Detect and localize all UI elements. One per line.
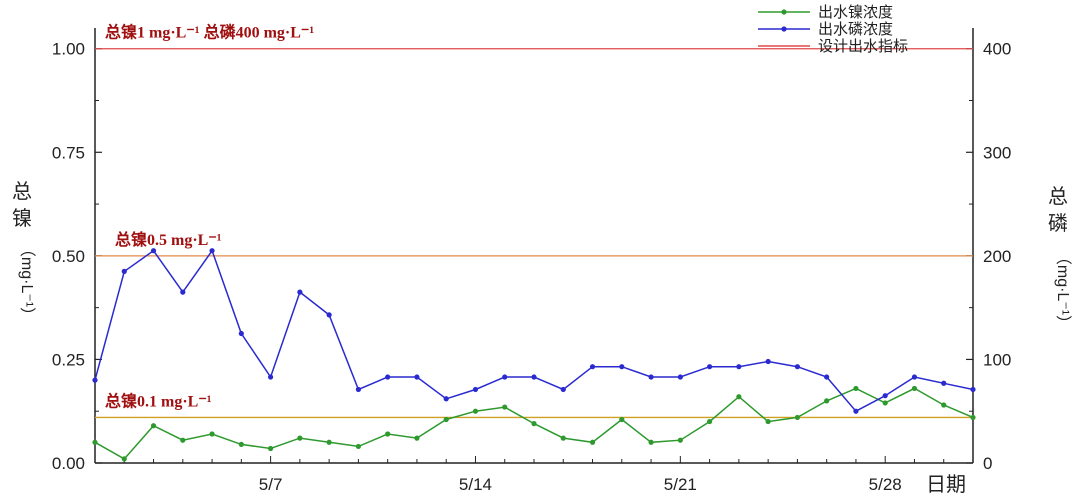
data-point (882, 400, 888, 406)
left-axis-title-char: 镍 (12, 206, 32, 230)
data-point (882, 393, 888, 399)
left-tick-label: 0.25 (52, 350, 85, 369)
data-point (92, 439, 98, 445)
left-tick-label: 0.75 (52, 143, 85, 162)
data-point (326, 439, 332, 445)
left-tick-label: 0.00 (52, 454, 85, 473)
legend-label: 出水镍浓度 (818, 3, 893, 21)
data-point (677, 437, 683, 443)
data-point (150, 248, 157, 254)
data-point (414, 374, 420, 380)
data-point (385, 431, 391, 437)
data-point (677, 374, 683, 380)
data-point (941, 402, 947, 408)
data-point (853, 385, 859, 392)
data-point (180, 289, 186, 295)
data-point (794, 364, 801, 370)
reference-annotation: 总镍0.1 mg·L⁻¹ (105, 391, 212, 410)
data-point (472, 386, 479, 393)
data-point (648, 374, 654, 380)
data-point (443, 416, 449, 423)
x-tick-label: 5/21 (664, 475, 697, 494)
data-point (180, 437, 186, 443)
data-point (209, 431, 215, 437)
x-axis-title: 日期 (926, 472, 966, 496)
data-point (560, 386, 566, 393)
x-tick-label: 5/7 (259, 475, 283, 494)
data-point (92, 377, 98, 383)
data-point (209, 248, 215, 254)
right-tick-label: 0 (983, 454, 992, 473)
reference-lines (95, 48, 973, 419)
data-point (268, 374, 274, 380)
data-point (385, 374, 391, 380)
left-axis-title-char: 总 (12, 179, 32, 203)
right-tick-label: 300 (983, 143, 1011, 162)
data-point (736, 394, 742, 400)
data-point (121, 456, 127, 462)
data-point (794, 414, 801, 421)
data-point (297, 435, 303, 441)
reference-annotation: 总镍0.5 mg·L⁻¹ (115, 230, 222, 249)
right-axis-unit: （mg·L⁻¹） (1054, 249, 1072, 331)
x-tick-label: 5/28 (869, 475, 902, 494)
data-point (970, 386, 976, 393)
data-point (268, 445, 274, 452)
data-point (736, 364, 742, 370)
right-tick-label: 100 (983, 350, 1011, 369)
data-point (970, 414, 976, 421)
data-point (911, 374, 918, 380)
data-point (707, 418, 713, 425)
left-tick-label: 1.00 (52, 40, 85, 59)
data-point (297, 289, 303, 295)
data-point (941, 380, 947, 386)
left-axis-unit: （mg·L⁻¹） (18, 241, 36, 323)
data-point (824, 398, 830, 404)
data-point (502, 374, 508, 380)
data-point (619, 416, 625, 423)
reference-annotation: 总镍1 mg·L⁻¹ 总磷400 mg·L⁻¹ (105, 23, 314, 42)
axes: 0.00 0.25 0.50 0.75 1.00 0 100 200 300 400 5/7 5/14… (12, 28, 1072, 496)
data-point (531, 421, 537, 427)
data-point (531, 374, 537, 380)
legend-marker (781, 9, 787, 15)
data-point (765, 358, 771, 365)
series-line-2 (94, 249, 974, 413)
data-point (121, 268, 127, 274)
x-tick-label: 5/14 (459, 475, 492, 494)
data-point (355, 386, 361, 393)
legend-label: 设计出水指标 (818, 37, 908, 55)
data-point (150, 423, 157, 429)
data-point (824, 374, 830, 380)
right-tick-label: 200 (983, 247, 1011, 266)
data-point (589, 439, 596, 445)
data-point (238, 330, 244, 337)
right-tick-label: 400 (983, 40, 1011, 59)
data-point (238, 441, 244, 447)
data-point (414, 435, 420, 441)
legend-marker (781, 26, 787, 32)
data-point (589, 364, 596, 370)
annotations: 总镍1 mg·L⁻¹ 总磷400 mg·L⁻¹ 总镍0.5 mg·L⁻¹ 总镍0.1… (105, 23, 314, 411)
right-axis-title-char: 磷 (1048, 211, 1068, 235)
right-axis-title-char: 总 (1048, 184, 1068, 208)
data-point (560, 435, 566, 441)
data-point (707, 364, 713, 370)
data-point (619, 364, 625, 370)
data-point (472, 408, 479, 414)
data-point (502, 404, 508, 410)
left-tick-label: 0.50 (52, 247, 85, 266)
data-point (443, 396, 449, 402)
data-point (326, 312, 332, 318)
data-point (853, 408, 859, 414)
data-point (648, 439, 654, 445)
series-group (92, 248, 976, 462)
data-point (911, 385, 918, 392)
legend-label: 出水磷浓度 (818, 20, 893, 38)
data-point (765, 418, 771, 425)
data-point (355, 443, 361, 450)
